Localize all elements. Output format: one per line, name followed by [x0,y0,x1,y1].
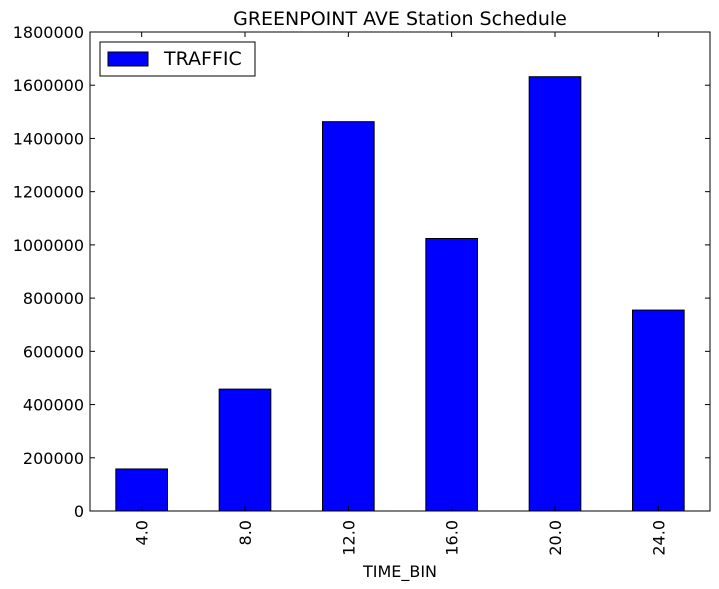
y-tick-label: 1600000 [13,76,84,95]
bar-16.0 [425,238,479,512]
y-tick-label: 200000 [23,449,84,468]
x-tick-label: 24.0 [649,520,668,556]
y-tick-label: 600000 [23,342,84,361]
y-tick-label: 1400000 [13,129,84,148]
bar-series [115,76,685,512]
y-tick-label: 800000 [23,289,84,308]
x-axis-label: TIME_BIN [362,562,437,582]
y-tick-label: 400000 [23,396,84,415]
x-tick-label: 4.0 [133,520,152,545]
x-tick-label: 16.0 [443,520,462,556]
plot-frame [89,31,711,512]
x-axis-ticks: 4.0 8.0 12.0 16.0 20.0 24.0 [133,32,668,556]
y-tick-label: 1200000 [13,183,84,202]
x-tick-label: 8.0 [236,520,255,545]
y-tick-label: 1000000 [13,236,84,255]
y-tick-label: 0 [74,502,84,521]
chart-title: GREENPOINT AVE Station Schedule [233,8,567,30]
y-axis-ticks: 0 200000 400000 600000 800000 1000000 1200000 1… [13,23,710,521]
legend: TRAFFIC [99,41,256,77]
bar-12.0 [322,121,375,512]
x-tick-label: 12.0 [339,520,358,556]
y-tick-label: 1800000 [13,23,84,42]
bar-4.0 [115,468,169,512]
x-tick-label: 20.0 [546,520,565,556]
bar-20.0 [528,76,582,512]
bar-24.0 [632,309,685,512]
bar-8.0 [218,388,272,512]
legend-swatch [107,51,149,67]
legend-label: TRAFFIC [163,48,242,70]
